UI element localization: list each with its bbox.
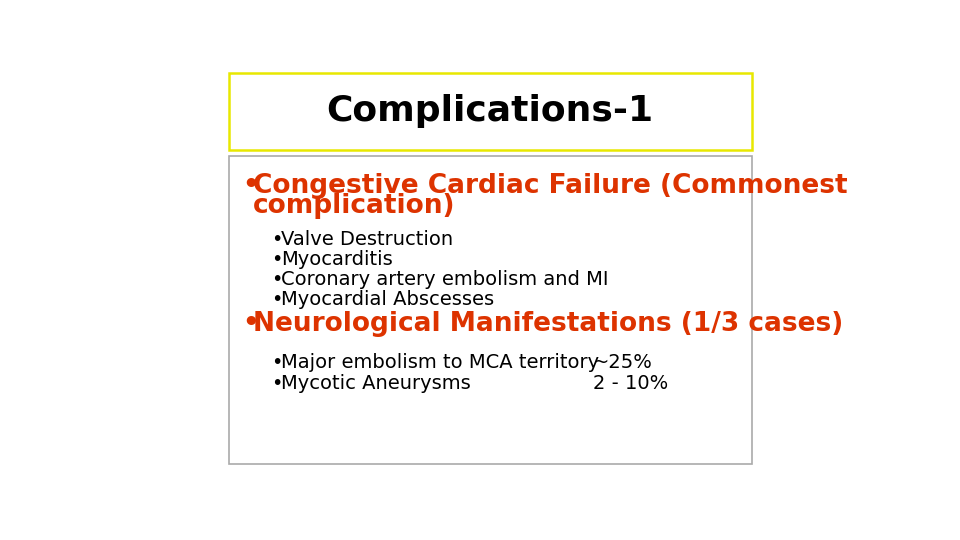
Text: Coronary artery embolism and MI: Coronary artery embolism and MI [281, 269, 609, 288]
FancyBboxPatch shape [228, 156, 752, 464]
Text: •: • [271, 353, 282, 372]
Text: 2 - 10%: 2 - 10% [592, 374, 668, 393]
Text: Complications-1: Complications-1 [326, 94, 654, 128]
Text: Valve Destruction: Valve Destruction [281, 230, 453, 248]
Text: •: • [271, 374, 282, 393]
Text: •: • [271, 230, 282, 248]
Text: Neurological Manifestations (1/3 cases): Neurological Manifestations (1/3 cases) [253, 311, 844, 337]
Text: complication): complication) [253, 193, 456, 219]
FancyBboxPatch shape [228, 72, 752, 150]
Text: Congestive Cardiac Failure (Commonest: Congestive Cardiac Failure (Commonest [253, 173, 848, 199]
Text: Myocardial Abscesses: Myocardial Abscesses [281, 289, 494, 309]
Text: •: • [271, 249, 282, 268]
Text: •: • [243, 173, 259, 199]
Text: Major embolism to MCA territory: Major embolism to MCA territory [281, 353, 599, 372]
Text: •: • [271, 269, 282, 288]
Text: Mycotic Aneurysms: Mycotic Aneurysms [281, 374, 471, 393]
Text: •: • [271, 289, 282, 309]
Text: •: • [243, 311, 259, 337]
Text: ~25%: ~25% [592, 353, 653, 372]
Text: Myocarditis: Myocarditis [281, 249, 393, 268]
